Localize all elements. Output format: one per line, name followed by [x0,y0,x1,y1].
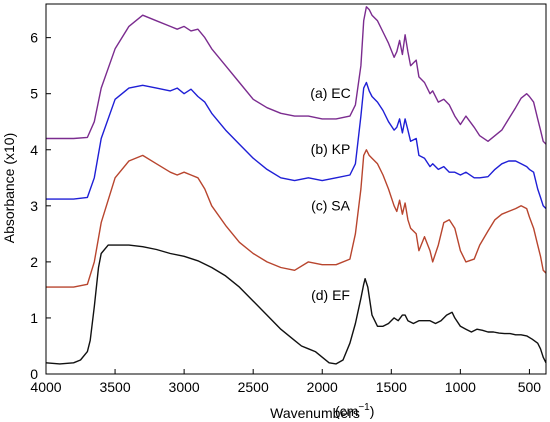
y-tick-label-1: 1 [30,310,38,326]
x-axis: 4000 3500 3000 2500 2000 1500 1000 500 [30,369,541,395]
y-tick-label-0: 0 [30,366,38,382]
y-tick-label-3: 3 [30,198,38,214]
y-tick-label-6: 6 [30,30,38,46]
x-axis-unit-open: (cm [335,403,358,419]
series-label-3: (d) EF [311,287,350,303]
plot-frame [45,3,547,375]
series-line-1 [46,81,547,210]
series-line-0 [46,6,547,145]
series-label-0: (a) EC [310,85,350,101]
series-line-2 [46,149,547,288]
x-axis-unit-superscript: −1 [358,402,370,413]
y-axis: 0 1 2 3 4 5 6 [30,30,51,382]
x-tick-label-3000: 3000 [169,379,200,395]
x-tick-label-1000: 1000 [445,379,476,395]
x-axis-unit-close: ) [370,403,375,419]
series-labels: (a) EC (b) KP (c) SA (d) EF [310,85,350,303]
y-tick-label-2: 2 [30,254,38,270]
x-tick-label-2000: 2000 [307,379,338,395]
y-tick-label-5: 5 [30,86,38,102]
x-tick-label-500: 500 [518,379,542,395]
x-tick-label-2500: 2500 [238,379,269,395]
series-layer [45,6,547,365]
x-axis-title: Wavenumbers [270,405,360,421]
y-axis-title: Absorbance (x10) [1,133,17,244]
x-tick-label-4000: 4000 [30,379,61,395]
series-line-3 [45,244,547,365]
series-label-2: (c) SA [311,197,351,213]
y-tick-label-4: 4 [30,142,38,158]
series-label-1: (b) KP [311,141,351,157]
x-tick-label-1500: 1500 [376,379,407,395]
x-axis-unit: (cm−1) [335,402,374,419]
x-tick-label-3500: 3500 [99,379,130,395]
